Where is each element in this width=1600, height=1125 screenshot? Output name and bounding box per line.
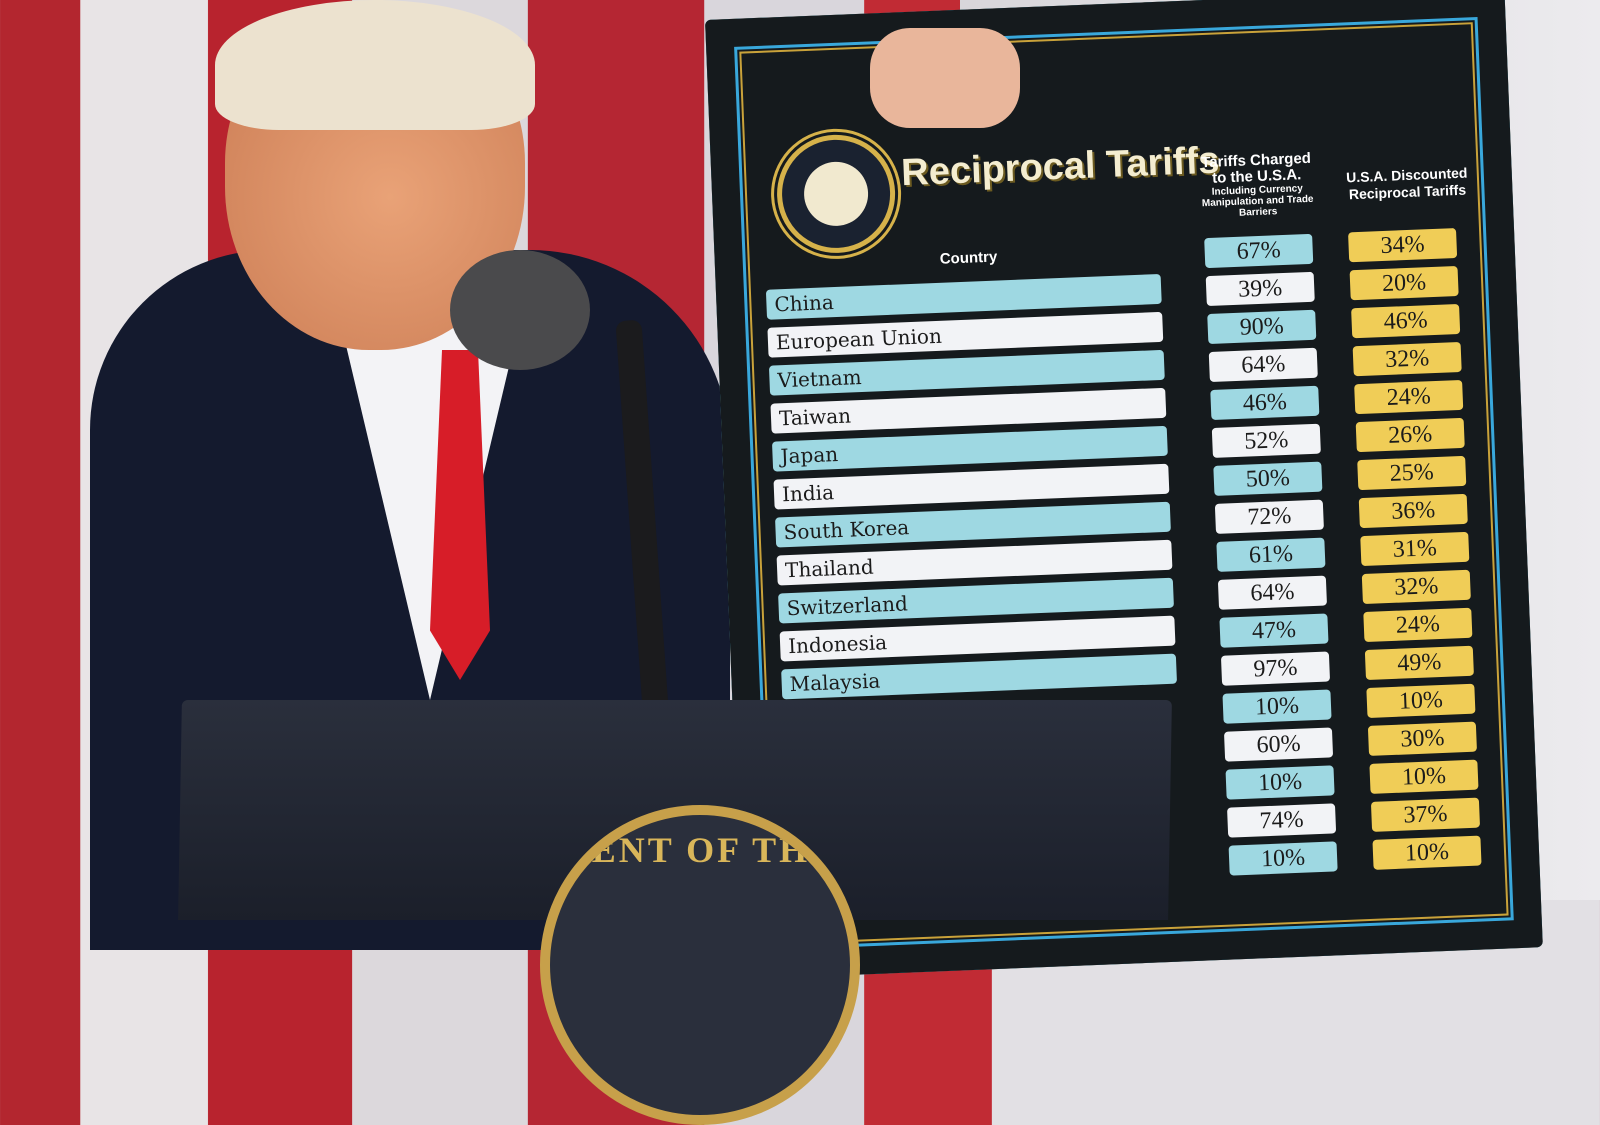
discounted-cell: 36% <box>1358 493 1468 529</box>
discounted-column: 34% 20% 46% 32% 24% 26% 25% 36% 31% 32% 24% 49% 10% 3… <box>1348 228 1482 878</box>
charged-cell: 50% <box>1213 461 1323 496</box>
discounted-cell: 20% <box>1349 265 1459 301</box>
charged-cell: 90% <box>1207 309 1317 345</box>
charged-cell: 64% <box>1217 575 1327 610</box>
charged-column: 67% 39% 90% 64% 46% 52% 50% 72% 61% 64% 47% 97% 10% 6… <box>1204 233 1338 884</box>
discounted-cell: 10% <box>1372 835 1482 870</box>
discounted-cell: 26% <box>1355 417 1465 453</box>
header-charged-title: Tariffs Charged to the U.S.A. <box>1200 149 1312 187</box>
charged-cell: 10% <box>1228 841 1338 876</box>
charged-cell: 10% <box>1225 765 1335 800</box>
country-cell: Switzerland <box>778 577 1174 624</box>
discounted-cell: 10% <box>1369 759 1479 794</box>
charged-cell: 39% <box>1205 271 1315 307</box>
country-cell: Vietnam <box>768 349 1165 396</box>
country-cell: Japan <box>771 425 1168 472</box>
country-cell: India <box>773 463 1170 510</box>
discounted-cell: 10% <box>1366 683 1476 718</box>
board-title: Reciprocal Tariffs <box>900 139 1221 195</box>
discounted-cell: 24% <box>1363 607 1473 643</box>
country-cell: European Union <box>767 311 1164 358</box>
discounted-cell: 46% <box>1351 303 1461 339</box>
charged-cell: 64% <box>1208 347 1318 383</box>
charged-cell: 46% <box>1210 385 1320 420</box>
red-tie <box>430 350 490 680</box>
microphone <box>450 250 590 370</box>
header-discounted: U.S.A. Discounted Reciprocal Tariffs <box>1345 164 1468 203</box>
discounted-cell: 32% <box>1361 569 1471 605</box>
charged-cell: 97% <box>1220 651 1331 686</box>
header-country: Country <box>939 248 998 268</box>
header-charged: Tariffs Charged to the U.S.A. Including … <box>1196 149 1319 221</box>
charged-cell: 10% <box>1222 689 1332 724</box>
charged-cell: 61% <box>1216 537 1326 572</box>
discounted-cell: 37% <box>1370 797 1481 832</box>
discounted-cell: 31% <box>1360 531 1470 567</box>
discounted-cell: 34% <box>1348 228 1458 263</box>
country-cell: Indonesia <box>779 615 1176 662</box>
charged-cell: 72% <box>1214 499 1324 534</box>
charged-cell: 47% <box>1219 613 1329 648</box>
charged-cell: 52% <box>1211 423 1321 458</box>
discounted-cell: 25% <box>1357 455 1467 491</box>
country-cell: China <box>765 273 1162 320</box>
country-cell: South Korea <box>775 501 1171 548</box>
shirt-collar <box>340 320 520 700</box>
country-column: China European Union Vietnam Taiwan Japan Ind… <box>765 273 1178 708</box>
country-cell: Taiwan <box>770 387 1167 434</box>
speaker-hair <box>215 0 535 130</box>
discounted-cell: 32% <box>1352 341 1462 377</box>
podium-seal-text: DENT OF THE <box>562 830 838 870</box>
charged-cell: 67% <box>1204 233 1314 269</box>
podium-seal-icon: DENT OF THE <box>540 805 860 1125</box>
charged-cell: 60% <box>1223 727 1334 762</box>
presidential-seal-icon <box>774 132 898 256</box>
discounted-cell: 30% <box>1367 721 1477 756</box>
country-cell: Thailand <box>776 539 1173 586</box>
charged-cell: 74% <box>1227 803 1337 838</box>
hand-holding-board <box>870 28 1020 128</box>
discounted-cell: 49% <box>1364 645 1474 681</box>
discounted-cell: 24% <box>1354 379 1464 415</box>
header-charged-subtitle: Including Currency Manipulation and Trad… <box>1201 183 1314 219</box>
country-cell: Malaysia <box>781 653 1178 700</box>
